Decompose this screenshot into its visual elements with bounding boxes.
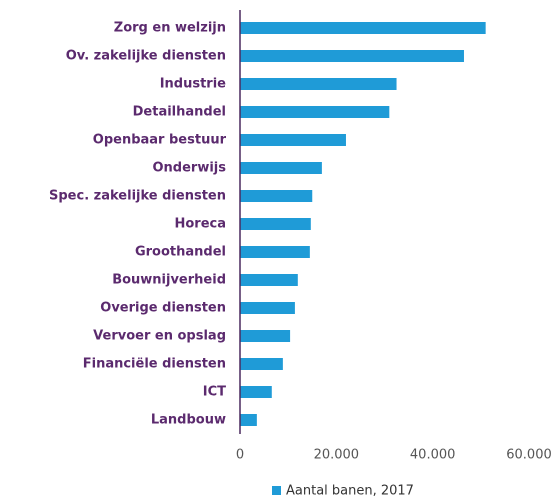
y-tick-label: Bouwnijverheid bbox=[112, 273, 226, 288]
x-tick-label: 20.000 bbox=[314, 448, 360, 463]
bar bbox=[240, 106, 390, 118]
y-tick-label: Overige diensten bbox=[100, 301, 226, 316]
y-tick-label: Zorg en welzijn bbox=[114, 21, 226, 36]
y-tick-label: ICT bbox=[203, 385, 226, 400]
bar bbox=[240, 414, 257, 426]
y-tick-label: Detailhandel bbox=[133, 105, 226, 120]
bar bbox=[240, 190, 313, 202]
y-tick-label: Openbaar bestuur bbox=[93, 133, 227, 148]
x-tick-label: 0 bbox=[236, 448, 244, 463]
x-tick-label: 60.000 bbox=[506, 448, 552, 463]
y-tick-label: Groothandel bbox=[135, 245, 226, 260]
bar bbox=[240, 162, 322, 174]
y-tick-label: Onderwijs bbox=[153, 161, 227, 176]
legend-swatch bbox=[272, 486, 281, 495]
bar bbox=[240, 386, 272, 398]
bar bbox=[240, 22, 486, 34]
x-tick-label: 40.000 bbox=[410, 448, 456, 463]
y-tick-label: Spec. zakelijke diensten bbox=[49, 189, 226, 204]
y-tick-label: Ov. zakelijke diensten bbox=[66, 49, 226, 64]
y-tick-label: Financiële diensten bbox=[83, 357, 226, 372]
bar bbox=[240, 134, 346, 146]
bar bbox=[240, 274, 298, 286]
bar bbox=[240, 246, 310, 258]
bar bbox=[240, 218, 311, 230]
bar bbox=[240, 50, 464, 62]
y-tick-label: Horeca bbox=[174, 217, 226, 232]
y-tick-label: Landbouw bbox=[151, 413, 226, 428]
bar bbox=[240, 302, 295, 314]
bar bbox=[240, 78, 397, 90]
bar bbox=[240, 330, 291, 342]
legend-label: Aantal banen, 2017 bbox=[286, 484, 414, 499]
bar bbox=[240, 358, 283, 370]
y-tick-label: Industrie bbox=[160, 77, 226, 92]
y-tick-label: Vervoer en opslag bbox=[93, 329, 226, 344]
